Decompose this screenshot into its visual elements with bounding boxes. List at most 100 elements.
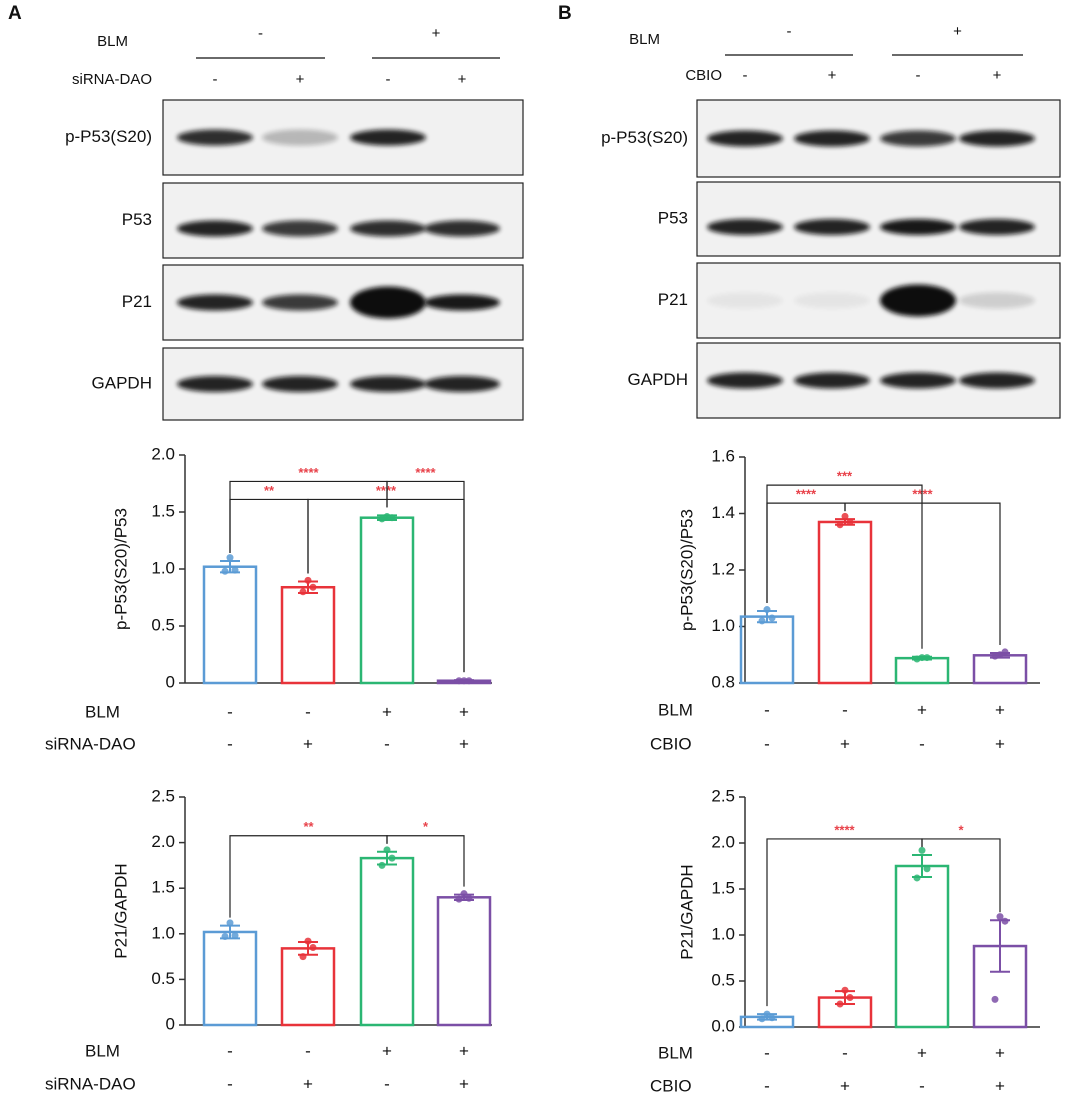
data-point [923,654,931,662]
band [350,286,426,319]
data-point [841,986,849,994]
band [959,372,1035,389]
lane-sign: + [296,71,305,88]
panel-label: B [558,3,572,24]
condition-sign: + [995,700,1005,719]
band [707,372,783,389]
condition-sign: + [917,1043,927,1062]
group-sign: + [432,25,441,42]
significance-bracket [386,480,465,673]
condition-label: CBIO [650,1076,692,1095]
data-point [455,677,463,685]
significance-label: ** [303,819,314,834]
condition-sign: + [459,702,469,721]
lane-sign: + [828,67,837,84]
band [350,129,426,146]
lane-sign: - [213,71,218,88]
y-tick-label: 0.8 [711,672,735,691]
y-tick-label: 1.5 [711,878,735,897]
significance-bracket [921,838,1001,913]
group-sign: + [953,23,962,40]
condition-sign: + [382,702,392,721]
condition-sign: - [227,734,233,753]
data-point [758,617,766,625]
data-point [465,894,473,902]
data-point [913,655,921,663]
bar [202,565,258,685]
significance-bracket [229,835,388,918]
band [262,294,338,311]
band [794,130,870,147]
lane-sign: - [743,67,748,84]
band [424,294,500,311]
data-point [221,567,229,575]
condition-sign: - [764,1076,770,1095]
data-point [378,515,386,523]
y-tick-label: 1.5 [151,878,175,897]
band-label: P53 [122,210,152,229]
condition-label: CBIO [685,67,722,84]
data-point [221,933,229,941]
data-point [996,913,1004,921]
condition-sign: + [995,1043,1005,1062]
data-point [388,854,396,862]
condition-sign: - [842,700,848,719]
y-tick-label: 1.4 [711,503,735,522]
condition-label: BLM [97,33,128,50]
data-point [991,652,999,660]
band [424,376,500,392]
bar [972,654,1028,685]
bar [359,856,415,1027]
panel-label: A [8,3,22,24]
y-tick-label: 2.5 [711,786,735,805]
band [350,376,426,392]
lane-sign: - [916,67,921,84]
data-point [226,919,234,927]
band [424,220,500,237]
data-point [460,677,468,685]
y-tick-label: 0 [166,1014,175,1033]
data-point [231,932,239,940]
y-tick-label: 0.5 [151,615,175,634]
blot-box [162,182,524,259]
condition-label: BLM [658,1043,693,1062]
data-point [836,521,844,529]
significance-label: **** [796,487,817,502]
bar [436,896,492,1027]
band-label: GAPDH [92,373,152,392]
condition-sign: - [919,1076,925,1095]
data-point [299,588,307,596]
condition-label: siRNA-DAO [45,734,136,753]
data-point [304,937,312,945]
y-tick-label: 0.0 [711,1016,735,1035]
lane-sign: - [386,71,391,88]
condition-sign: - [764,1043,770,1062]
condition-sign: + [840,734,850,753]
lane-sign: + [993,67,1002,84]
data-point [768,1014,776,1022]
condition-sign: - [842,1043,848,1062]
data-point [304,576,312,584]
y-axis-title: P21/GAPDH [677,864,696,959]
condition-label: BLM [85,1041,120,1060]
condition-sign: - [384,734,390,753]
y-axis-title: p-P53(S20)/P53 [677,509,696,631]
condition-sign: - [227,1041,233,1060]
condition-sign: - [764,734,770,753]
significance-label: **** [415,465,436,480]
data-point [299,953,307,961]
band [177,376,253,392]
data-point [1001,648,1009,656]
band [262,376,338,392]
significance-bracket [386,835,465,887]
y-tick-label: 1.0 [151,558,175,577]
condition-sign: + [840,1076,850,1095]
significance-bracket [766,502,846,603]
condition-label: CBIO [650,734,692,753]
band [880,130,956,147]
y-tick-label: 1.0 [151,923,175,942]
band [262,129,338,146]
condition-sign: + [995,734,1005,753]
data-point [309,583,317,591]
